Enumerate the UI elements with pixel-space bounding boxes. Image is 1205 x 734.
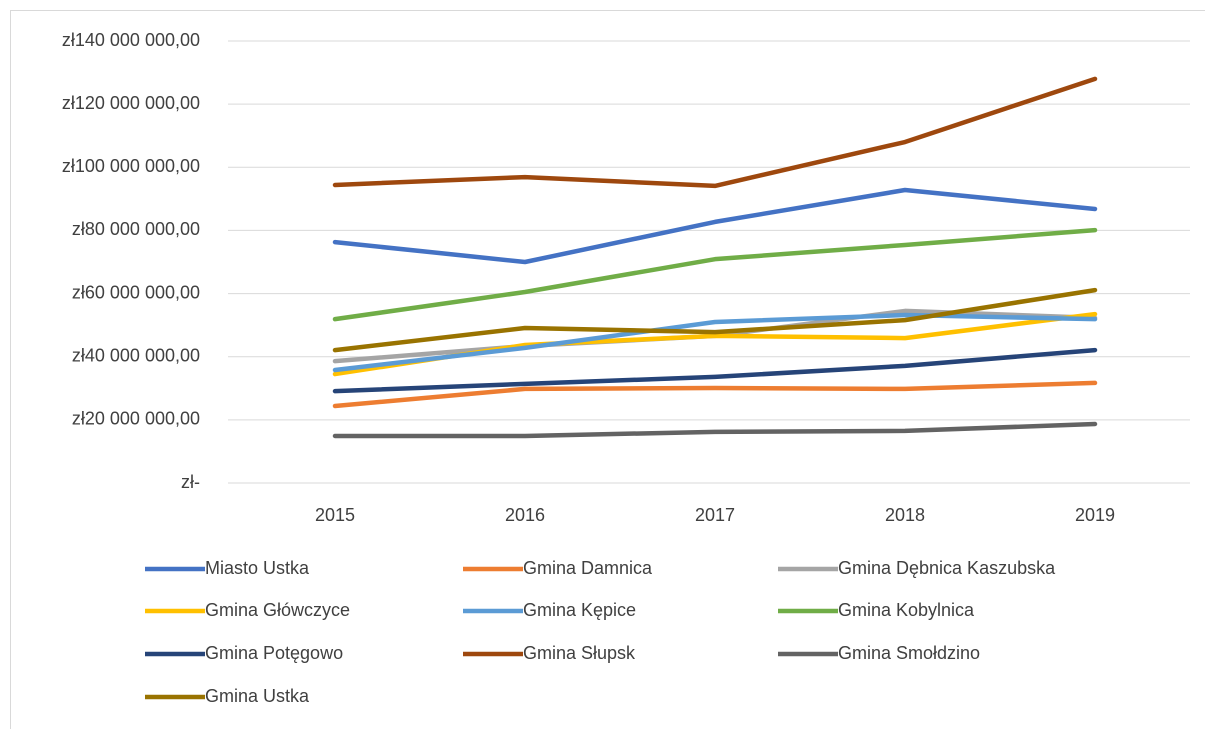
y-tick-label: zł40 000 000,00 — [72, 345, 200, 365]
legend-label: Gmina Smołdzino — [838, 643, 980, 663]
x-tick-label: 2015 — [315, 505, 355, 525]
x-tick-label: 2018 — [885, 505, 925, 525]
series-line — [335, 424, 1095, 436]
legend-label: Gmina Potęgowo — [205, 643, 343, 663]
series-line — [335, 79, 1095, 186]
series-line — [335, 230, 1095, 319]
y-tick-label: zł80 000 000,00 — [72, 219, 200, 239]
x-tick-label: 2019 — [1075, 505, 1115, 525]
y-tick-label: zł20 000 000,00 — [72, 409, 200, 429]
y-tick-label: zł60 000 000,00 — [72, 282, 200, 302]
x-tick-label: 2017 — [695, 505, 735, 525]
legend-label: Gmina Słupsk — [523, 643, 636, 663]
legend-label: Gmina Kępice — [523, 600, 636, 620]
y-tick-label: zł140 000 000,00 — [62, 30, 200, 50]
y-tick-label: zł100 000 000,00 — [62, 156, 200, 176]
legend-label: Gmina Główczyce — [205, 600, 350, 620]
legend-label: Gmina Kobylnica — [838, 600, 975, 620]
legend-label: Gmina Dębnica Kaszubska — [838, 558, 1056, 578]
series-line — [335, 190, 1095, 262]
chart-border — [11, 11, 1205, 730]
x-tick-label: 2016 — [505, 505, 545, 525]
legend-label: Gmina Ustka — [205, 686, 310, 706]
legend-label: Gmina Damnica — [523, 558, 653, 578]
y-tick-label: zł- — [181, 472, 200, 492]
y-tick-label: zł120 000 000,00 — [62, 93, 200, 113]
legend-label: Miasto Ustka — [205, 558, 310, 578]
